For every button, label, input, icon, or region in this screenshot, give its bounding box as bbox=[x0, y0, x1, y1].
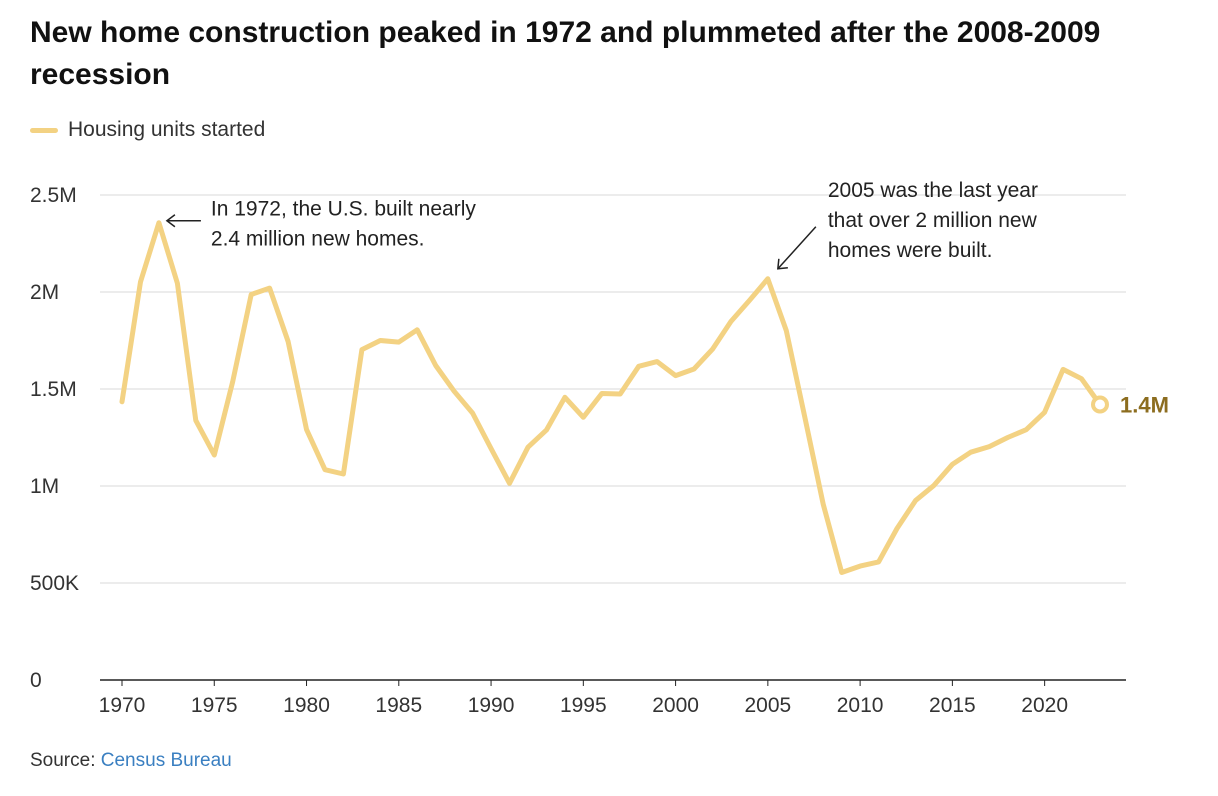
x-tick-label: 1980 bbox=[283, 694, 330, 717]
x-tick-label: 2005 bbox=[744, 694, 791, 717]
x-tick-label: 2000 bbox=[652, 694, 699, 717]
x-tick-label: 1985 bbox=[375, 694, 422, 717]
y-tick-label: 1M bbox=[30, 475, 59, 498]
x-tick-label: 2010 bbox=[837, 694, 884, 717]
y-tick-label: 2M bbox=[30, 281, 59, 304]
x-tick-label: 1975 bbox=[191, 694, 238, 717]
end-point-marker bbox=[1091, 395, 1109, 414]
source-prefix: Source: bbox=[30, 750, 101, 771]
y-tick-label: 500K bbox=[30, 572, 79, 595]
annotation-arrowhead-2005 bbox=[777, 258, 788, 270]
legend-swatch bbox=[30, 127, 58, 133]
axes: 0 500K 1M 1.5M 2M 2.5M 1970 1975 1980 1985 1990 199… bbox=[30, 184, 1126, 717]
legend: Housing units started bbox=[30, 118, 265, 142]
x-tick-label: 2015 bbox=[929, 694, 976, 717]
annotation-text-2005: 2005 was the last year bbox=[828, 179, 1038, 202]
annotation-text-1972: 2.4 million new homes. bbox=[211, 228, 425, 251]
end-value-label: 1.4M bbox=[1120, 393, 1169, 418]
annotations: In 1972, the U.S. built nearly 2.4 millio… bbox=[165, 179, 1038, 270]
x-tick-label: 1995 bbox=[560, 694, 607, 717]
y-tick-label: 2.5M bbox=[30, 184, 77, 207]
series-line-housing-starts bbox=[119, 220, 1103, 575]
chart-title: New home construction peaked in 1972 and… bbox=[30, 16, 1101, 91]
annotation-text-2005: that over 2 million new bbox=[828, 209, 1038, 232]
y-tick-label: 1.5M bbox=[30, 378, 77, 401]
annotation-text-2005: homes were built. bbox=[828, 239, 993, 262]
annotation-arrow-2005 bbox=[777, 226, 817, 270]
y-tick-label: 0 bbox=[30, 669, 42, 692]
source-link[interactable]: Census Bureau bbox=[100, 750, 232, 771]
source-note: Source: Census Bureau bbox=[30, 750, 232, 772]
x-tick-label: 2020 bbox=[1021, 694, 1068, 717]
x-tick-label: 1990 bbox=[468, 694, 515, 717]
series: 1.4M bbox=[119, 220, 1169, 575]
annotation-arrowhead-1972 bbox=[165, 214, 176, 228]
legend-label: Housing units started bbox=[68, 118, 266, 141]
annotation-text-1972: In 1972, the U.S. built nearly bbox=[211, 198, 476, 221]
x-tick-label: 1970 bbox=[99, 694, 146, 717]
